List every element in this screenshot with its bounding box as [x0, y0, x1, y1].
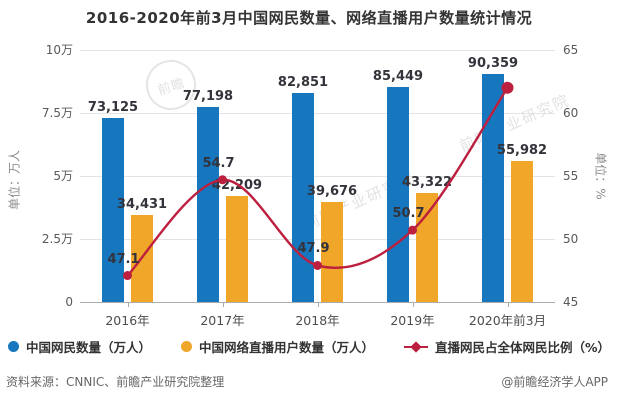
legend-label: 中国网络直播用户数量（万人） [198, 340, 374, 355]
credit-note: @前瞻经济学人APP [501, 375, 608, 389]
line-value-label: 50.7 [392, 206, 425, 222]
gridline [80, 50, 555, 51]
left-axis-title: 单位：万人 [7, 149, 22, 211]
line-point-marker [123, 271, 132, 281]
x-axis-tick [507, 302, 509, 307]
line-point-marker [408, 225, 417, 235]
gridline [80, 113, 555, 114]
left-axis-tick: 2.5万 [41, 232, 73, 246]
legend: 中国网民数量（万人） 中国网络直播用户数量（万人） 直播网民占全体网民比例（%） [0, 337, 618, 356]
gridline [80, 176, 555, 177]
ratio-line-chart [123, 81, 514, 281]
bar [511, 160, 533, 302]
bar [292, 93, 314, 302]
legend-item-ratio: 直播网民占全体网民比例（%） [404, 337, 610, 356]
line-value-label: 47.1 [107, 251, 140, 267]
blue-dot-icon [7, 341, 19, 352]
line-point-marker [218, 175, 227, 185]
line-point-marker [313, 260, 322, 270]
line-value-label: 47.9 [297, 241, 330, 257]
bar-value-label: 39,676 [306, 184, 358, 200]
bar-value-label: 43,322 [401, 174, 453, 190]
right-axis-tick: 45 [563, 295, 579, 309]
right-axis-tick: 55 [563, 169, 579, 183]
left-axis-tick: 7.5万 [41, 106, 73, 120]
line-value-label: 54.7 [202, 155, 235, 171]
legend-item-livestream-users: 中国网络直播用户数量（万人） [180, 337, 374, 356]
x-axis-tick [317, 302, 319, 307]
bar [226, 195, 248, 302]
bar-value-label: 90,359 [467, 56, 519, 72]
bar-value-label: 34,431 [116, 197, 168, 213]
x-axis-label: 2017年 [200, 313, 245, 328]
bar-value-label: 77,198 [182, 89, 234, 105]
left-axis-tick: 10万 [45, 43, 73, 57]
bar [197, 107, 219, 302]
legend-item-netizens: 中国网民数量（万人） [7, 337, 151, 356]
left-axis-tick: 0 [65, 295, 73, 309]
bar-value-label: 55,982 [496, 142, 548, 158]
legend-label: 直播网民占全体网民比例（%） [435, 340, 611, 355]
gridline [80, 239, 555, 240]
right-axis-title: 单位：% [593, 152, 608, 200]
x-axis-label: 2020年前3月 [468, 313, 547, 328]
bar [102, 117, 124, 302]
orange-dot-icon [180, 341, 192, 352]
x-axis-tick [127, 302, 129, 307]
bar-value-label: 85,449 [372, 68, 424, 84]
line-diamond-icon [404, 340, 428, 353]
plot-area: 0 45 2.5万 50 5万 55 7.5万 60 10万 65 73,125 34,431 2016… [42, 43, 578, 328]
x-axis-label: 2019年 [390, 313, 435, 328]
x-axis-label: 2016年 [105, 313, 150, 328]
bar-value-label: 82,851 [277, 75, 329, 91]
x-axis-tick [412, 302, 414, 307]
right-axis-tick: 65 [563, 43, 579, 57]
x-axis-label: 2018年 [295, 313, 340, 328]
right-axis-tick: 50 [563, 232, 579, 246]
chart-title: 2016-2020年前3月中国网民数量、网络直播用户数量统计情况 [85, 9, 533, 27]
footer: 资料来源：CNNIC、前瞻产业研究院整理 @前瞻经济学人APP [0, 373, 618, 390]
left-axis-tick: 5万 [53, 169, 73, 183]
right-axis-tick: 60 [563, 106, 579, 120]
bar [321, 202, 343, 302]
legend-label: 中国网民数量（万人） [25, 340, 151, 355]
line-point-marker [501, 81, 514, 94]
bar-value-label: 73,125 [87, 99, 139, 115]
bar [482, 74, 504, 302]
x-axis-tick [222, 302, 224, 307]
source-note: 资料来源：CNNIC、前瞻产业研究院整理 [6, 375, 225, 389]
